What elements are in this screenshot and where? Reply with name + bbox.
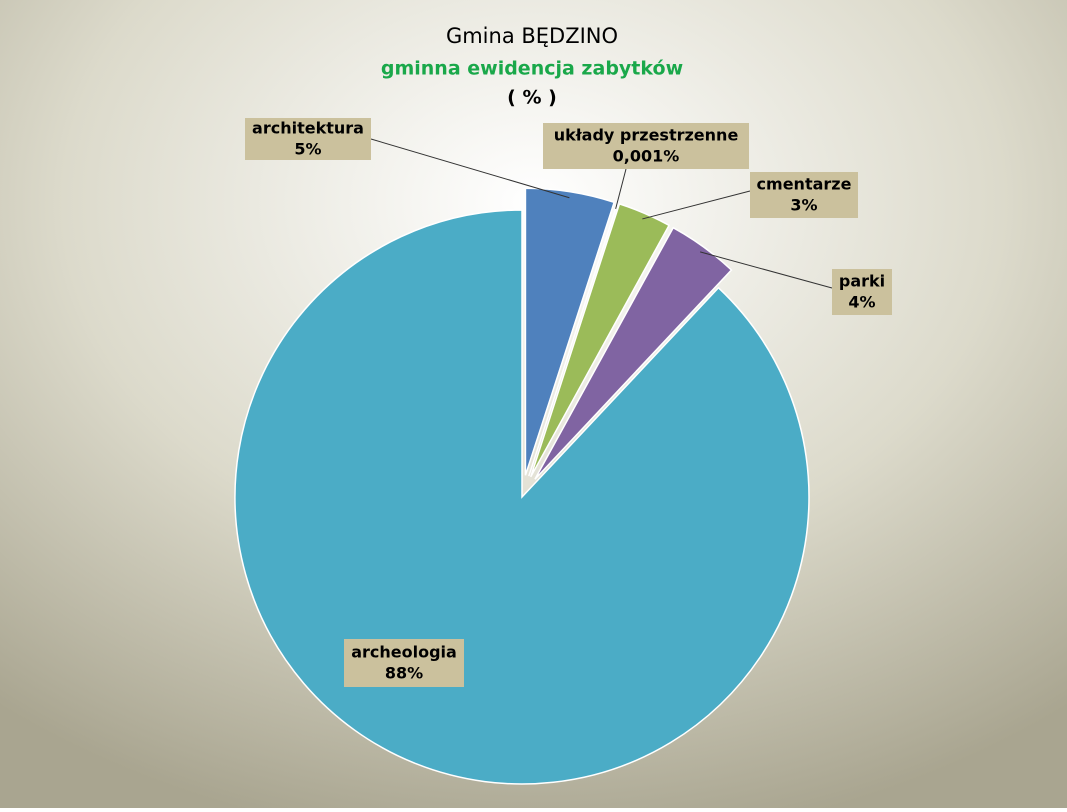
leader-line — [699, 251, 833, 289]
slice-label: układy przestrzenne — [554, 126, 739, 145]
slice-label: archeologia — [351, 643, 457, 662]
pie-slice — [524, 187, 616, 476]
leader-line — [642, 190, 751, 220]
pie-slice — [234, 209, 810, 785]
slice-value-label: 5% — [294, 140, 321, 159]
label-box — [344, 639, 464, 687]
slice-label: architektura — [252, 119, 364, 138]
slice-value-label: 88% — [385, 664, 423, 683]
leader-line — [615, 168, 627, 209]
chart-subtitle: gminna ewidencja zabytków — [381, 58, 683, 80]
unit-label: ( % ) — [507, 87, 557, 109]
pie-slice — [534, 226, 733, 480]
slice-label: parki — [839, 272, 885, 291]
label-box — [245, 118, 371, 160]
pie-slice — [530, 202, 671, 478]
leader-line — [370, 138, 570, 199]
slice-label: cmentarze — [757, 175, 852, 194]
label-box — [832, 269, 892, 315]
label-box — [750, 172, 858, 218]
chart-title: Gmina BĘDZINO — [446, 24, 618, 48]
slice-value-label: 3% — [790, 196, 817, 215]
label-box — [543, 123, 749, 169]
slice-value-label: 4% — [848, 293, 875, 312]
slice-value-label: 0,001% — [613, 147, 680, 166]
